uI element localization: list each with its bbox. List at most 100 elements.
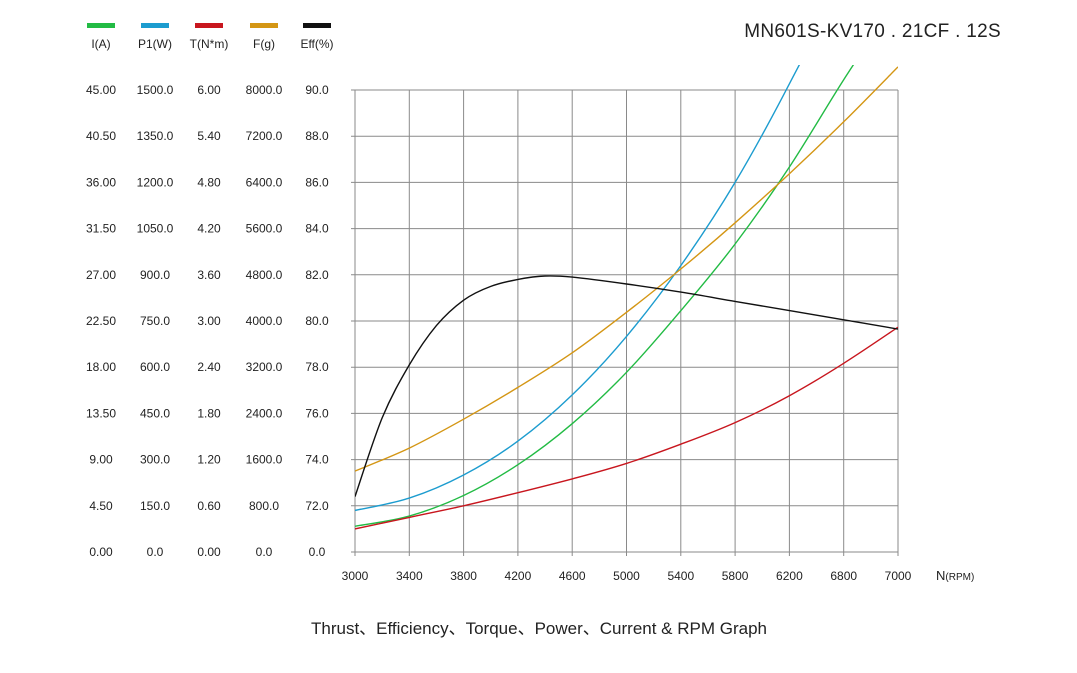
y-tick-label: 72.0 xyxy=(305,499,329,513)
x-tick-label: 4200 xyxy=(505,569,532,583)
x-tick-label: 7000 xyxy=(885,569,912,583)
series-lines xyxy=(355,65,898,530)
y-tick-label: 45.00 xyxy=(86,83,116,97)
legend-label: P1(W) xyxy=(138,37,172,51)
y-tick-label: 2.40 xyxy=(197,360,221,374)
y-tick-label: 27.00 xyxy=(86,268,116,282)
y-tick-label: 2400.0 xyxy=(246,406,283,420)
y-tick-label: 6.00 xyxy=(197,83,221,97)
y-tick-label: 800.0 xyxy=(249,499,279,513)
y-tick-label: 8000.0 xyxy=(246,83,283,97)
y-tick-label: 7200.0 xyxy=(246,129,283,143)
y-tick-label: 6400.0 xyxy=(246,175,283,189)
x-tick-label: 6200 xyxy=(776,569,803,583)
x-tick-label: 3800 xyxy=(450,569,477,583)
y-tick-label: 74.0 xyxy=(305,453,329,467)
y-tick-label: 3.60 xyxy=(197,268,221,282)
x-axis: 3000 3400 3800 4200 4600 5000 5400 5800 6200 6800… xyxy=(342,568,975,583)
x-tick-label: 6800 xyxy=(830,569,857,583)
y-tick-label: 5600.0 xyxy=(246,222,283,236)
y-tick-label: 76.0 xyxy=(305,406,329,420)
y-tick-label: 0.60 xyxy=(197,499,221,513)
y-tick-label: 300.0 xyxy=(140,453,170,467)
legend-label: Eff(%) xyxy=(300,37,333,51)
y-axis-torque: 0.00 0.60 1.20 1.80 2.40 3.00 3.60 4.20 4.80 5.40… xyxy=(197,83,221,559)
y-tick-label: 36.00 xyxy=(86,175,116,189)
legend-swatch xyxy=(303,23,331,28)
legend-label: T(N*m) xyxy=(190,37,229,51)
y-tick-label: 3200.0 xyxy=(246,360,283,374)
y-axis-efficiency: 0.0 72.0 74.0 76.0 78.0 80.0 82.0 84.0 86.0 88.0 9… xyxy=(305,83,329,559)
y-tick-label: 4.50 xyxy=(89,499,113,513)
chart-title: MN601S-KV170 . 21CF . 12S xyxy=(744,21,1001,42)
legend-label: I(A) xyxy=(91,37,110,51)
y-tick-label: 18.00 xyxy=(86,360,116,374)
legend-item-thrust: F(g) xyxy=(250,23,278,51)
y-tick-label: 1600.0 xyxy=(246,453,283,467)
x-axis-label: N(RPM) xyxy=(936,568,974,583)
y-tick-label: 1200.0 xyxy=(137,175,174,189)
y-tick-label: 0.00 xyxy=(89,545,113,559)
series-line-efficiency xyxy=(355,275,898,497)
y-tick-label: 31.50 xyxy=(86,222,116,236)
legend-swatch xyxy=(87,23,115,28)
series-line-power xyxy=(355,65,801,512)
y-tick-label: 9.00 xyxy=(89,453,113,467)
x-axis-unit: (RPM) xyxy=(945,572,974,583)
y-axis-power: 0.0 150.0 300.0 450.0 600.0 750.0 900.0 1050.0 1… xyxy=(137,83,174,559)
y-tick-label: 22.50 xyxy=(86,314,116,328)
y-tick-label: 900.0 xyxy=(140,268,170,282)
x-tick-label: 5800 xyxy=(722,569,749,583)
y-tick-label: 3.00 xyxy=(197,314,221,328)
y-tick-label: 1.20 xyxy=(197,453,221,467)
y-tick-label: 0.0 xyxy=(147,545,164,559)
y-tick-label: 0.0 xyxy=(256,545,273,559)
y-tick-label: 4000.0 xyxy=(246,314,283,328)
y-tick-label: 82.0 xyxy=(305,268,329,282)
y-tick-label: 84.0 xyxy=(305,222,329,236)
legend-item-power: P1(W) xyxy=(138,23,172,51)
legend-swatch xyxy=(250,23,278,28)
series-line-torque xyxy=(355,326,898,530)
y-tick-label: 86.0 xyxy=(305,175,329,189)
y-tick-label: 78.0 xyxy=(305,360,329,374)
x-tick-label: 3400 xyxy=(396,569,423,583)
y-tick-label: 4.20 xyxy=(197,222,221,236)
y-tick-label: 13.50 xyxy=(86,406,116,420)
y-tick-label: 600.0 xyxy=(140,360,170,374)
x-tick-label: 4600 xyxy=(559,569,586,583)
x-tick-label: 5000 xyxy=(613,569,640,583)
y-tick-label: 1500.0 xyxy=(137,83,174,97)
y-tick-label: 1050.0 xyxy=(137,222,174,236)
chart-caption: Thrust、Efficiency、Torque、Power、Current &… xyxy=(311,619,767,638)
y-tick-label: 750.0 xyxy=(140,314,170,328)
y-tick-label: 5.40 xyxy=(197,129,221,143)
y-tick-label: 88.0 xyxy=(305,129,329,143)
y-tick-label: 450.0 xyxy=(140,406,170,420)
x-tick-label: 3000 xyxy=(342,569,369,583)
y-tick-label: 80.0 xyxy=(305,314,329,328)
legend-item-current: I(A) xyxy=(87,23,115,51)
legend-swatch xyxy=(195,23,223,28)
y-tick-label: 1350.0 xyxy=(137,129,174,143)
legend-swatch xyxy=(141,23,169,28)
y-tick-label: 4.80 xyxy=(197,175,221,189)
y-axis-current: 0.00 4.50 9.00 13.50 18.00 22.50 27.00 31.50 36.… xyxy=(86,83,116,559)
series-line-thrust xyxy=(355,66,898,472)
y-tick-label: 0.0 xyxy=(309,545,326,559)
y-axis-thrust: 0.0 800.0 1600.0 2400.0 3200.0 4000.0 4800.0 56… xyxy=(246,83,283,559)
x-tick-label: 5400 xyxy=(667,569,694,583)
y-tick-label: 4800.0 xyxy=(246,268,283,282)
y-tick-label: 1.80 xyxy=(197,406,221,420)
y-tick-label: 40.50 xyxy=(86,129,116,143)
legend-item-torque: T(N*m) xyxy=(190,23,229,51)
y-tick-label: 150.0 xyxy=(140,499,170,513)
legend: I(A) P1(W) T(N*m) F(g) Eff(%) xyxy=(87,23,334,51)
legend-label: F(g) xyxy=(253,37,275,51)
y-tick-label: 90.0 xyxy=(305,83,329,97)
legend-item-efficiency: Eff(%) xyxy=(300,23,334,51)
y-axes: 0.00 4.50 9.00 13.50 18.00 22.50 27.00 31.50 36.… xyxy=(86,83,329,559)
series-line-current xyxy=(355,65,855,527)
